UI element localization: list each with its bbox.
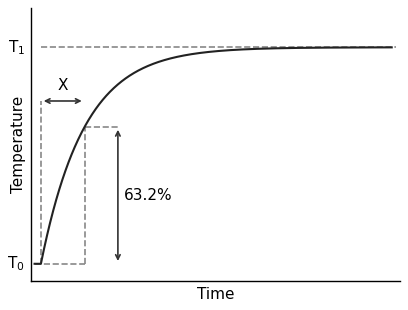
Text: X: X [58, 78, 68, 93]
Y-axis label: Temperature: Temperature [11, 96, 26, 193]
Text: T$_1$: T$_1$ [8, 38, 25, 57]
X-axis label: Time: Time [197, 287, 234, 302]
Text: T$_0$: T$_0$ [7, 255, 25, 273]
Text: 63.2%: 63.2% [124, 188, 173, 203]
